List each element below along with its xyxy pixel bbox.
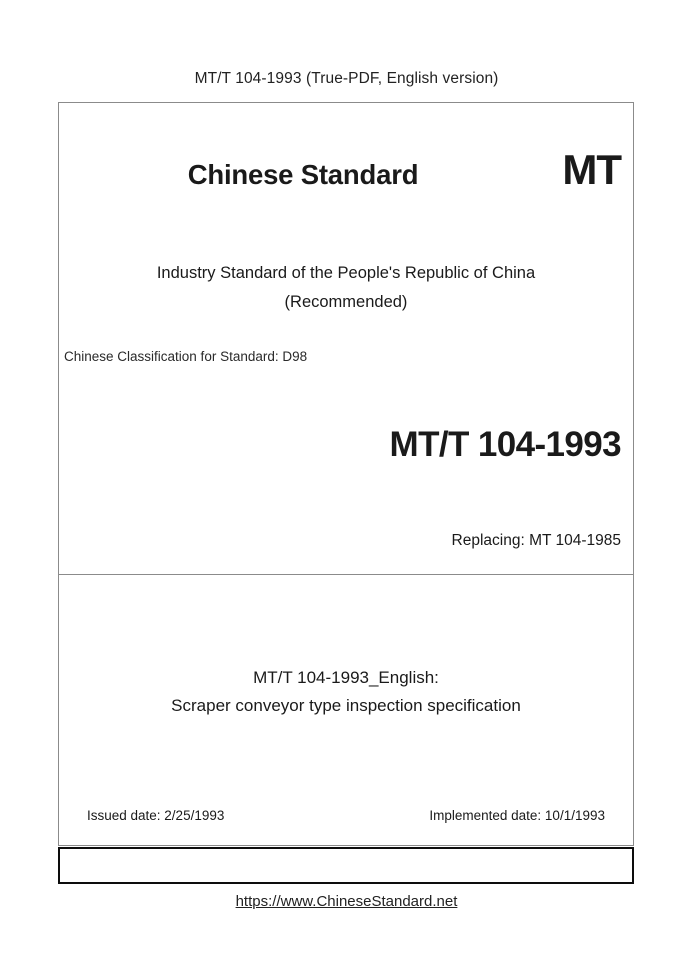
replacing-standard: Replacing: MT 104-1985 — [451, 532, 621, 549]
bottom-empty-bar — [58, 847, 634, 884]
top-caption: MT/T 104-1993 (True-PDF, English version… — [194, 70, 499, 87]
issuing-body-line-1: Industry Standard of the People's Republ… — [156, 264, 536, 282]
implemented-date: Implemented date: 10/1/1993 — [429, 808, 605, 823]
footer: https://www.ChineseStandard.net — [0, 893, 693, 910]
dates-row: Issued date: 2/25/1993 Implemented date:… — [87, 808, 605, 823]
standard-header-row: Chinese Standard MT — [59, 149, 633, 203]
document-title-line-2: Scraper conveyor type inspection specifi… — [171, 696, 521, 715]
issued-date: Issued date: 2/25/1993 — [87, 808, 225, 823]
standard-title: Chinese Standard — [187, 159, 419, 190]
cover-frame: Chinese Standard MT Industry Standard of… — [58, 102, 634, 846]
mt-logo-mark: MT — [562, 146, 622, 193]
website-link[interactable]: https://www.ChineseStandard.net — [235, 893, 458, 910]
standard-number: MT/T 104-1993 — [389, 425, 622, 464]
issuing-body-block: Industry Standard of the People's Republ… — [59, 259, 633, 317]
cover-frame-lower-section: MT/T 104-1993_English: Scraper conveyor … — [59, 575, 633, 845]
cover-frame-upper-section: Chinese Standard MT Industry Standard of… — [59, 103, 633, 575]
document-title-block: MT/T 104-1993_English: Scraper conveyor … — [59, 664, 633, 720]
classification-code: Chinese Classification for Standard: D98 — [64, 349, 308, 364]
issuing-body-line-2: (Recommended) — [284, 293, 408, 311]
document-title-line-1: MT/T 104-1993_English: — [253, 668, 439, 687]
